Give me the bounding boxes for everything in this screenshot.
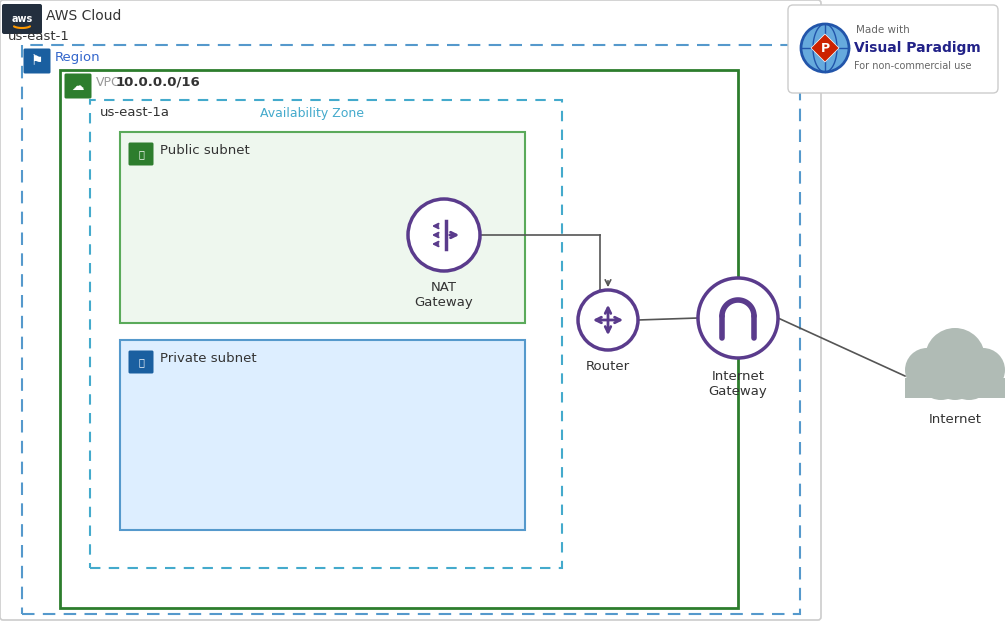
Text: Public subnet: Public subnet (160, 145, 249, 158)
Text: Made with: Made with (856, 25, 909, 35)
Text: VPC: VPC (96, 76, 121, 88)
FancyBboxPatch shape (0, 0, 821, 620)
FancyBboxPatch shape (788, 5, 998, 93)
Circle shape (905, 348, 949, 392)
Circle shape (933, 356, 977, 400)
Text: Internet: Internet (929, 413, 982, 426)
Text: NAT
Gateway: NAT Gateway (414, 281, 474, 309)
Circle shape (578, 290, 638, 350)
Text: P: P (821, 41, 830, 54)
Circle shape (945, 352, 993, 400)
Text: Private subnet: Private subnet (160, 352, 257, 366)
Text: Internet
Gateway: Internet Gateway (708, 370, 768, 398)
Text: Region: Region (55, 51, 101, 64)
Text: us-east-1: us-east-1 (8, 29, 69, 43)
Text: 🔒: 🔒 (138, 357, 144, 367)
Text: 10.0.0.0/16: 10.0.0.0/16 (116, 76, 201, 88)
Text: Availability Zone: Availability Zone (260, 106, 364, 120)
Circle shape (917, 352, 965, 400)
Text: AWS Cloud: AWS Cloud (46, 9, 122, 23)
Text: ⚑: ⚑ (31, 54, 43, 68)
Circle shape (801, 24, 849, 72)
FancyBboxPatch shape (23, 48, 50, 73)
Circle shape (925, 328, 985, 388)
Circle shape (408, 199, 480, 271)
Bar (60, 70, 738, 608)
FancyBboxPatch shape (64, 73, 92, 98)
Text: 🔒: 🔒 (138, 149, 144, 159)
Circle shape (698, 278, 778, 358)
FancyBboxPatch shape (905, 378, 1005, 398)
Bar (90, 100, 562, 568)
Text: For non-commercial use: For non-commercial use (854, 61, 972, 71)
Text: aws: aws (11, 14, 32, 24)
Bar (120, 340, 525, 530)
Text: Router: Router (585, 360, 630, 373)
Circle shape (961, 348, 1005, 392)
Text: us-east-1a: us-east-1a (100, 106, 170, 120)
Text: ☁: ☁ (71, 80, 85, 93)
FancyBboxPatch shape (2, 4, 42, 34)
Bar (22, 45, 800, 614)
Polygon shape (811, 34, 839, 62)
FancyBboxPatch shape (129, 351, 154, 374)
Bar (120, 132, 525, 323)
FancyBboxPatch shape (129, 143, 154, 165)
Text: Visual Paradigm: Visual Paradigm (854, 41, 981, 55)
